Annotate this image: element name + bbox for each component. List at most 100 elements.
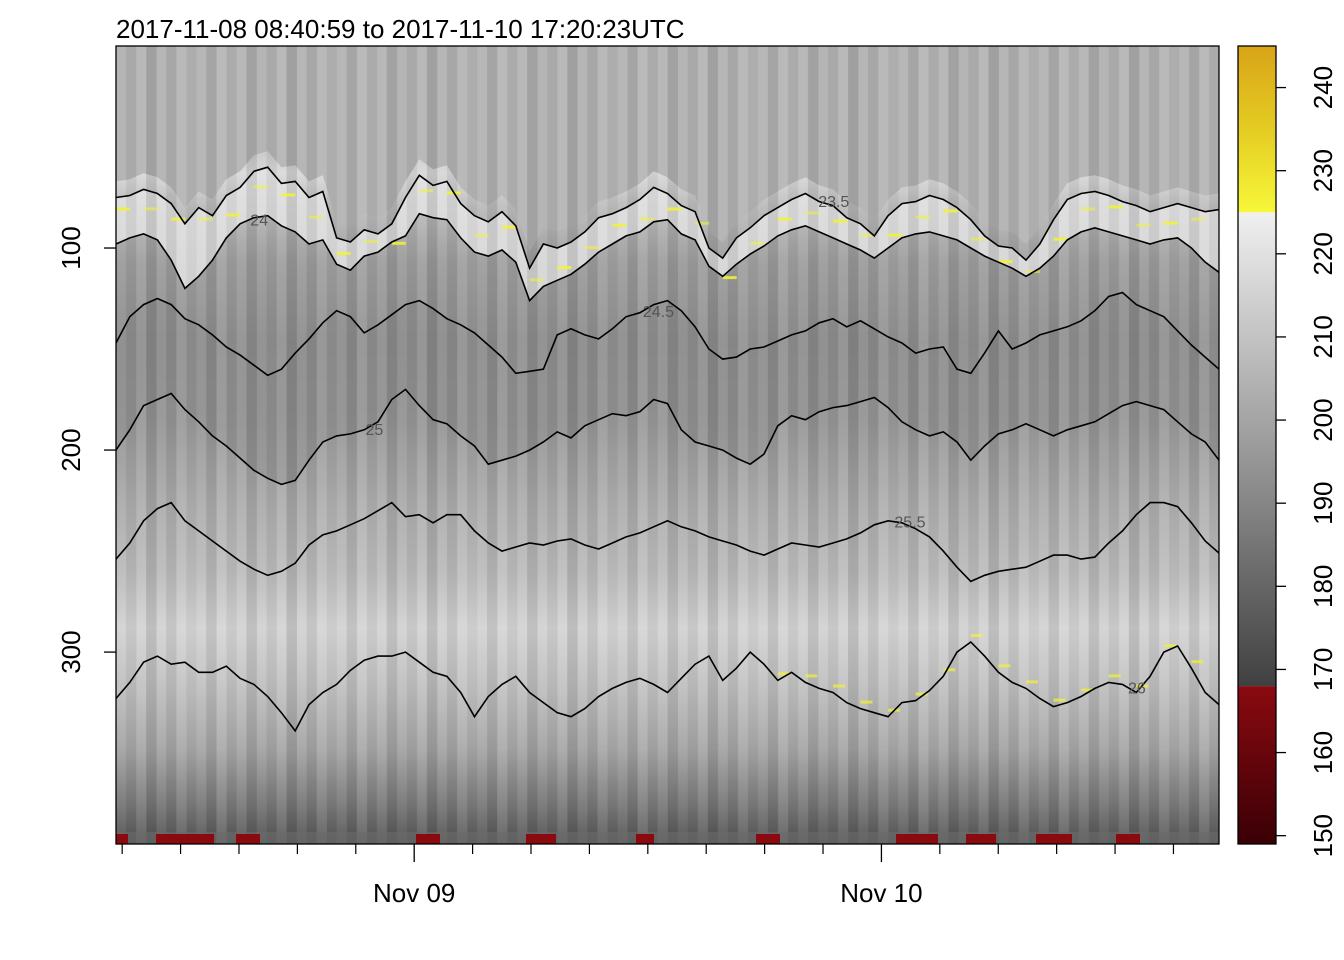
light-band: [116, 167, 1219, 301]
texture-column: [737, 46, 749, 844]
texture-column: [406, 46, 418, 844]
texture-column: [637, 46, 648, 844]
high-value-patch: [502, 225, 516, 229]
x-axis: Nov 09 Nov 10: [121, 844, 1175, 908]
texture-column: [477, 46, 488, 844]
high-value-patch: [805, 211, 820, 215]
high-value-patch: [833, 219, 847, 223]
texture-column: [968, 46, 979, 844]
texture-column: [848, 46, 859, 844]
low-value-patch: [896, 834, 938, 844]
high-value-patch: [1053, 237, 1068, 241]
texture-column: [196, 46, 207, 844]
texture-column: [276, 46, 287, 844]
high-value-patch: [253, 185, 268, 189]
texture-column: [366, 46, 378, 844]
texture-column: [547, 46, 558, 844]
colorbar-tick-label: 170: [1308, 648, 1338, 691]
texture-column: [858, 46, 869, 844]
texture-column: [978, 46, 989, 844]
texture-column: [1038, 46, 1049, 844]
high-value-patch: [695, 221, 710, 225]
texture-column: [898, 46, 909, 844]
surface-layer: [116, 46, 1219, 844]
texture-column: [426, 46, 438, 844]
texture-column: [436, 46, 448, 844]
contour-label: 23.5: [818, 194, 849, 211]
texture-column: [678, 46, 689, 844]
high-value-patch: [309, 215, 323, 219]
high-value-patch: [943, 668, 956, 672]
dark-band: [116, 292, 1219, 485]
texture-column: [1209, 46, 1219, 844]
high-value-patch: [777, 217, 792, 221]
y-tick-label: 200: [56, 428, 86, 471]
high-value-patch: [1081, 688, 1094, 692]
texture-column: [717, 46, 729, 844]
texture-column: [587, 46, 598, 844]
highlight-layer: [116, 185, 1233, 844]
colorbar-frame: [1237, 45, 1277, 845]
colorbar-segment: [1238, 686, 1276, 844]
texture-column: [136, 46, 147, 844]
high-value-patch: [612, 223, 627, 227]
colorbar-tick-label: 220: [1308, 232, 1338, 275]
texture-column: [1188, 46, 1200, 844]
high-value-patch: [1219, 228, 1233, 231]
high-value-patch: [639, 217, 654, 221]
colorbar: 150 160 170 180 190 200 210 220 230 240: [1237, 45, 1338, 857]
colorbar-tick-label: 230: [1308, 149, 1338, 192]
high-value-patch: [116, 207, 130, 211]
texture-column: [998, 46, 1009, 844]
colorbar-tick-label: 190: [1308, 482, 1338, 525]
texture-column: [918, 46, 929, 844]
texture-column: [807, 46, 819, 844]
plot-area: 23.5 24 24.5 25 25.5 26: [116, 46, 1233, 844]
high-value-patch: [915, 215, 930, 219]
y-tick-label: 300: [56, 630, 86, 673]
texture-column: [116, 46, 127, 844]
contour-line-24-5: [116, 291, 1219, 377]
contour-layer: 23.5 24 24.5 25 25.5 26: [116, 166, 1219, 733]
texture-column: [818, 46, 829, 844]
texture-column: [306, 46, 317, 844]
high-value-patch: [198, 217, 213, 221]
upper-uniform-region: [116, 46, 1219, 253]
texture-column: [206, 46, 217, 844]
contour-line-25: [116, 388, 1219, 486]
high-value-patch: [336, 251, 351, 255]
texture-column: [1118, 46, 1130, 844]
high-value-patch: [1163, 221, 1178, 225]
contour-label: 26: [1128, 681, 1146, 698]
texture-column: [1008, 46, 1019, 844]
texture-column: [1128, 46, 1140, 844]
high-value-patch: [171, 217, 186, 221]
contour-label: 25.5: [894, 515, 925, 532]
contour-label: 25: [366, 422, 384, 439]
high-value-patch: [1053, 698, 1066, 702]
texture-column: [1018, 46, 1029, 844]
high-value-patch: [474, 233, 489, 237]
texture-column: [748, 46, 759, 844]
texture-column: [838, 46, 849, 844]
texture-column: [226, 46, 237, 844]
texture-column: [316, 46, 327, 844]
high-value-patch: [1219, 697, 1231, 700]
texture-column: [1058, 46, 1070, 844]
texture-column: [667, 46, 678, 844]
high-value-patch: [750, 241, 765, 245]
colorbar-tick-label: 240: [1308, 66, 1338, 109]
texture-column: [1048, 46, 1059, 844]
texture-column: [236, 46, 247, 844]
texture-column: [456, 46, 468, 844]
texture-column: [507, 46, 518, 844]
texture-column: [1148, 46, 1160, 844]
texture-column: [1068, 46, 1080, 844]
texture-column: [166, 46, 177, 844]
texture-column: [868, 46, 879, 844]
colorbar-tick-label: 180: [1308, 565, 1338, 608]
texture-column: [446, 46, 458, 844]
high-value-patch: [777, 672, 790, 676]
texture-column: [346, 46, 358, 844]
